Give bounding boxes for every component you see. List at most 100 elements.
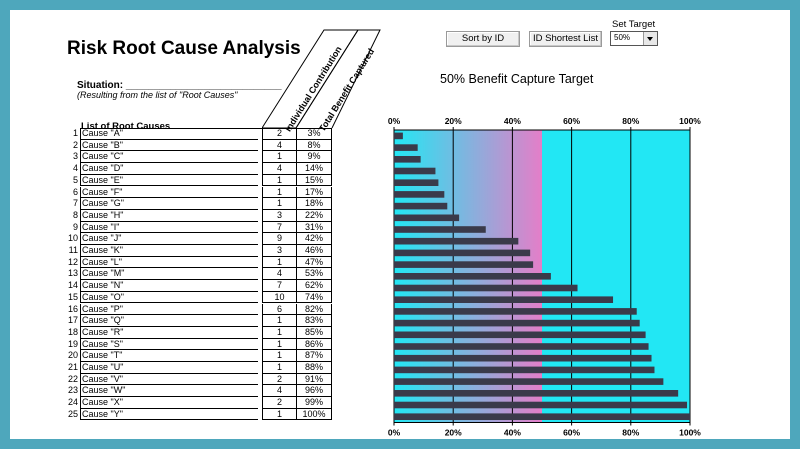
individual-contribution-cell[interactable]: 4 (262, 385, 296, 398)
cause-name-cell[interactable]: Cause "M" (80, 268, 258, 281)
cause-name-cell[interactable]: Cause "K" (80, 245, 258, 257)
total-benefit-cell[interactable]: 3% (296, 128, 332, 140)
individual-contribution-cell[interactable]: 6 (262, 303, 296, 316)
chart-bar (394, 214, 460, 222)
chart-bar (394, 401, 688, 409)
chevron-down-icon[interactable] (643, 32, 657, 45)
total-benefit-cell[interactable]: 74% (296, 291, 332, 304)
row-number: 8 (72, 209, 78, 220)
total-benefit-cell[interactable]: 100% (296, 408, 332, 421)
total-benefit-cell[interactable]: 53% (296, 268, 332, 281)
cause-name-cell[interactable]: Cause "W" (80, 385, 258, 398)
cause-name-cell[interactable]: Cause "B" (80, 139, 258, 152)
cause-name-cell[interactable]: Cause "F" (80, 186, 258, 199)
cause-name-cell[interactable]: Cause "V" (80, 373, 258, 386)
individual-contribution-cell[interactable]: 1 (262, 326, 296, 339)
cause-name-cell[interactable]: Cause "O" (80, 291, 258, 304)
total-benefit-cell[interactable]: 46% (296, 245, 332, 257)
total-benefit-cell[interactable]: 22% (296, 209, 332, 222)
individual-contribution-cell[interactable]: 1 (262, 198, 296, 210)
individual-contribution-cell[interactable]: 2 (262, 373, 296, 386)
x-tick-label-top: 0% (388, 116, 401, 126)
chart-bar (394, 343, 649, 350)
cause-name-cell[interactable]: Cause "X" (80, 397, 258, 409)
list-header: List of Root Causes (81, 121, 171, 132)
individual-contribution-cell[interactable]: 1 (262, 315, 296, 327)
individual-contribution-cell[interactable]: 1 (262, 362, 296, 374)
individual-contribution-cell[interactable]: 10 (262, 291, 296, 304)
cause-name-cell[interactable]: Cause "U" (80, 362, 258, 374)
total-benefit-cell[interactable]: 8% (296, 139, 332, 152)
target-select[interactable]: 50% (610, 31, 658, 46)
row-number: 17 (67, 315, 78, 326)
total-benefit-cell[interactable]: 82% (296, 303, 332, 316)
cause-name-cell[interactable]: Cause "Q" (80, 315, 258, 327)
cause-name-cell[interactable]: Cause "L" (80, 256, 258, 269)
individual-contribution-cell[interactable]: 7 (262, 221, 296, 234)
cause-name-cell[interactable]: Cause "Y" (80, 408, 258, 421)
cause-name-cell[interactable]: Cause "D" (80, 163, 258, 175)
total-benefit-cell[interactable]: 87% (296, 350, 332, 362)
x-tick-label-top: 100% (679, 116, 701, 126)
cause-name-cell[interactable]: Cause "I" (80, 221, 258, 234)
individual-contribution-cell[interactable]: 1 (262, 174, 296, 187)
total-benefit-cell[interactable]: 91% (296, 373, 332, 386)
total-benefit-cell[interactable]: 14% (296, 163, 332, 175)
individual-contribution-cell[interactable]: 1 (262, 256, 296, 269)
cause-name-cell[interactable]: Cause "A" (80, 128, 258, 140)
total-benefit-cell[interactable]: 88% (296, 362, 332, 374)
row-number: 22 (67, 373, 78, 384)
total-benefit-cell[interactable]: 62% (296, 280, 332, 292)
cause-name-cell[interactable]: Cause "P" (80, 303, 258, 316)
cause-name-cell[interactable]: Cause "N" (80, 280, 258, 292)
total-benefit-cell[interactable]: 42% (296, 233, 332, 245)
row-number: 23 (67, 385, 78, 396)
cause-name-cell[interactable]: Cause "S" (80, 338, 258, 351)
individual-contribution-cell[interactable]: 1 (262, 151, 296, 164)
individual-contribution-cell[interactable]: 1 (262, 408, 296, 421)
individual-contribution-cell[interactable]: 1 (262, 186, 296, 199)
cause-name-cell[interactable]: Cause "H" (80, 209, 258, 222)
individual-contribution-cell[interactable]: 2 (262, 397, 296, 409)
sort-by-id-button[interactable]: Sort by ID (446, 31, 520, 47)
individual-contribution-cell[interactable]: 9 (262, 233, 296, 245)
cause-name-cell[interactable]: Cause "R" (80, 326, 258, 339)
individual-contribution-cell[interactable]: 3 (262, 245, 296, 257)
total-benefit-cell[interactable]: 47% (296, 256, 332, 269)
individual-contribution-cell[interactable]: 4 (262, 139, 296, 152)
chart-bar (394, 261, 534, 268)
chart-bar (394, 331, 646, 339)
chart-bar (394, 191, 445, 198)
total-benefit-cell[interactable]: 31% (296, 221, 332, 234)
individual-contribution-cell[interactable]: 3 (262, 209, 296, 222)
row-number: 25 (67, 408, 78, 419)
cause-name-cell[interactable]: Cause "T" (80, 350, 258, 362)
row-number: 1 (72, 128, 78, 138)
set-target-label: Set Target (612, 19, 656, 30)
cause-name-cell[interactable]: Cause "G" (80, 198, 258, 210)
total-benefit-cell[interactable]: 99% (296, 397, 332, 409)
individual-contribution-cell[interactable]: 7 (262, 280, 296, 292)
id-shortest-list-button[interactable]: ID Shortest List (529, 31, 602, 47)
total-benefit-cell[interactable]: 15% (296, 174, 332, 187)
total-benefit-cell[interactable]: 83% (296, 315, 332, 327)
total-benefit-cell[interactable]: 86% (296, 338, 332, 351)
table-top-border (80, 128, 332, 129)
total-benefit-cell[interactable]: 18% (296, 198, 332, 210)
row-number: 7 (72, 198, 78, 209)
total-benefit-cell[interactable]: 9% (296, 151, 332, 164)
individual-contribution-cell[interactable]: 4 (262, 268, 296, 281)
individual-contribution-cell[interactable]: 1 (262, 338, 296, 351)
cause-name-cell[interactable]: Cause "C" (80, 151, 258, 164)
cause-name-cell[interactable]: Cause "J" (80, 233, 258, 245)
cause-name-cell[interactable]: Cause "E" (80, 174, 258, 187)
individual-contribution-cell[interactable]: 2 (262, 128, 296, 140)
x-tick-label-top: 40% (504, 116, 521, 126)
total-benefit-cell[interactable]: 96% (296, 385, 332, 398)
row-number: 13 (67, 268, 78, 279)
total-benefit-cell[interactable]: 17% (296, 186, 332, 199)
individual-contribution-cell[interactable]: 1 (262, 350, 296, 362)
total-benefit-cell[interactable]: 85% (296, 326, 332, 339)
individual-contribution-cell[interactable]: 4 (262, 163, 296, 175)
row-number: 15 (67, 291, 78, 302)
